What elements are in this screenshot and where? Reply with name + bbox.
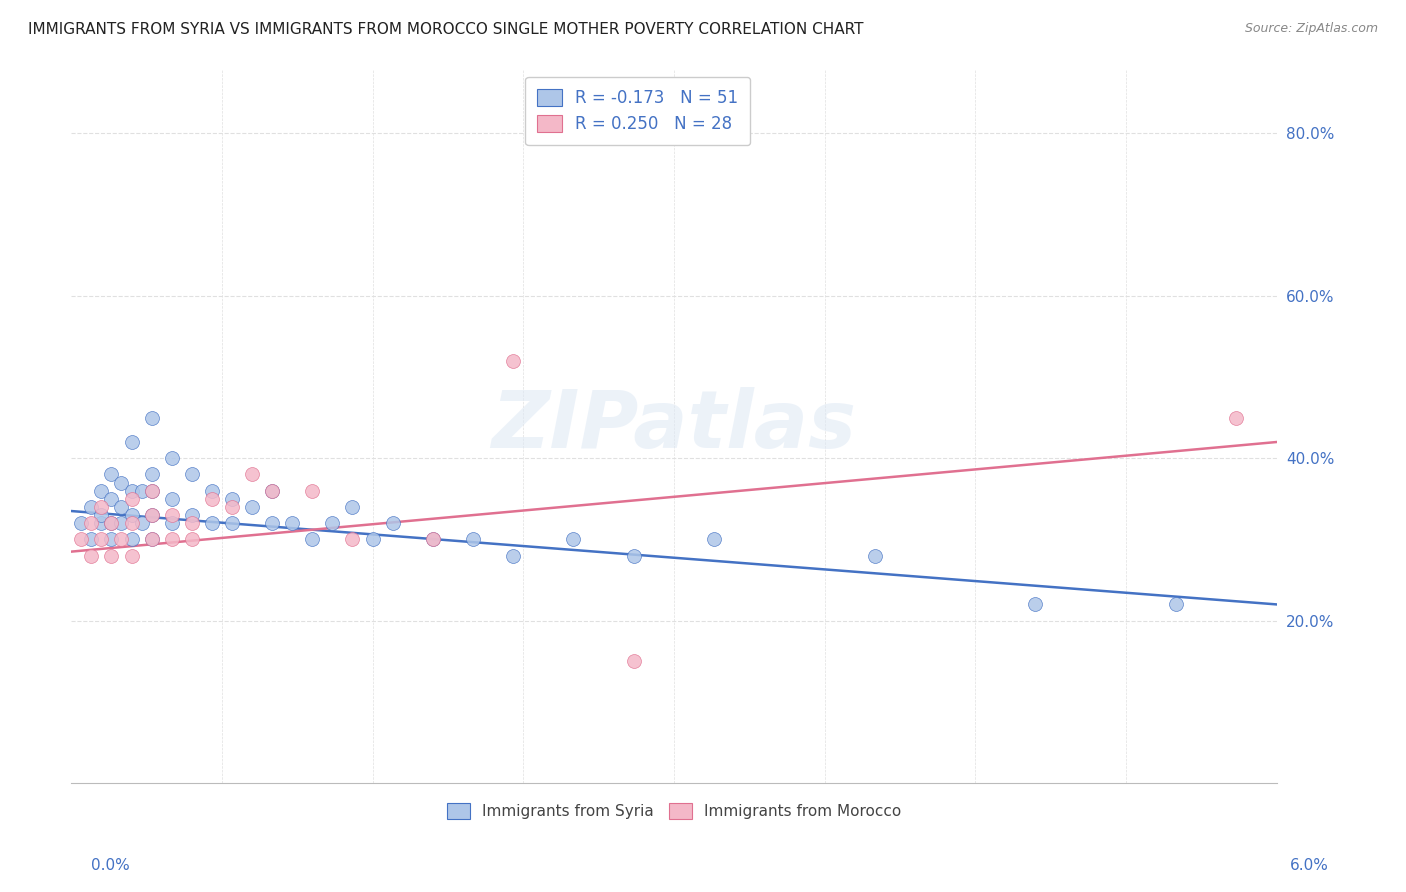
Point (201, 491, 224, 506)
Point (100, 549, 122, 563)
Point (121, 533, 143, 547)
Point (141, 483, 163, 498)
Point (221, 516, 243, 531)
Point (141, 483, 163, 498)
Point (1225, 410, 1247, 425)
Point (80, 500, 103, 514)
Point (160, 516, 183, 531)
Point (381, 516, 404, 531)
Point (80, 533, 103, 547)
Point (201, 516, 224, 531)
Point (110, 500, 132, 514)
Point (90, 500, 112, 514)
Point (180, 516, 202, 531)
Point (281, 516, 304, 531)
Point (121, 491, 143, 506)
Point (262, 483, 284, 498)
Point (70, 516, 93, 531)
Point (100, 467, 122, 482)
Point (100, 491, 122, 506)
Point (131, 483, 153, 498)
Point (502, 354, 524, 368)
Text: 0.0%: 0.0% (91, 858, 131, 872)
Text: 6.0%: 6.0% (1289, 858, 1329, 872)
Point (100, 516, 122, 531)
Point (160, 508, 183, 522)
Point (1164, 598, 1187, 612)
Point (321, 516, 343, 531)
Point (461, 533, 484, 547)
Point (240, 467, 263, 482)
Point (623, 549, 645, 563)
Point (110, 475, 132, 490)
Point (110, 516, 132, 531)
Point (110, 533, 132, 547)
Point (1024, 598, 1046, 612)
Point (121, 516, 143, 531)
Point (141, 410, 163, 425)
Point (240, 500, 263, 514)
Point (90, 483, 112, 498)
Point (70, 533, 93, 547)
Point (141, 508, 163, 522)
Point (180, 533, 202, 547)
Point (342, 533, 364, 547)
Point (141, 467, 163, 482)
Point (201, 483, 224, 498)
Point (623, 654, 645, 668)
Point (90, 508, 112, 522)
Point (141, 533, 163, 547)
Point (80, 549, 103, 563)
Point (100, 516, 122, 531)
Legend: Immigrants from Syria, Immigrants from Morocco: Immigrants from Syria, Immigrants from M… (440, 797, 907, 825)
Point (221, 500, 243, 514)
Point (160, 491, 183, 506)
Text: IMMIGRANTS FROM SYRIA VS IMMIGRANTS FROM MOROCCO SINGLE MOTHER POVERTY CORRELATI: IMMIGRANTS FROM SYRIA VS IMMIGRANTS FROM… (28, 22, 863, 37)
Point (121, 435, 143, 450)
Point (422, 533, 444, 547)
Point (141, 533, 163, 547)
Point (703, 533, 725, 547)
Point (90, 533, 112, 547)
Point (160, 533, 183, 547)
Point (422, 533, 444, 547)
Point (121, 508, 143, 522)
Point (121, 549, 143, 563)
Point (863, 549, 886, 563)
Point (221, 491, 243, 506)
Point (80, 516, 103, 531)
Point (262, 483, 284, 498)
Point (301, 483, 323, 498)
Point (180, 508, 202, 522)
Point (121, 483, 143, 498)
Point (141, 508, 163, 522)
Point (361, 533, 384, 547)
Point (262, 516, 284, 531)
Point (100, 533, 122, 547)
Point (562, 533, 585, 547)
Point (160, 451, 183, 466)
Point (131, 516, 153, 531)
Point (180, 467, 202, 482)
Point (301, 533, 323, 547)
Point (502, 549, 524, 563)
Point (90, 516, 112, 531)
Text: Source: ZipAtlas.com: Source: ZipAtlas.com (1244, 22, 1378, 36)
Point (342, 500, 364, 514)
Text: ZIPatlas: ZIPatlas (491, 387, 856, 465)
